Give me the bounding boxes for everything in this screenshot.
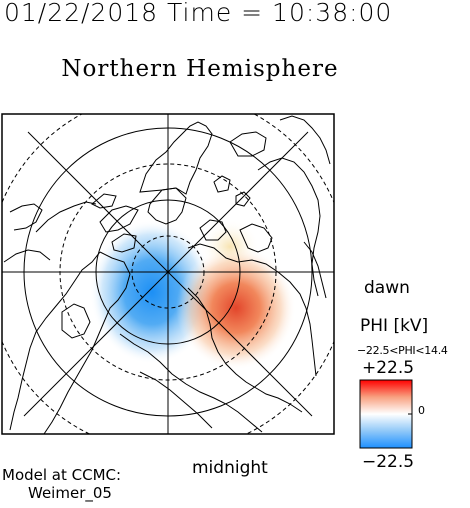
model-credit-line1: Model at CCMC: — [2, 466, 122, 484]
midnight-label: midnight — [192, 458, 268, 478]
model-credit-line2: Weimer_05 — [28, 484, 112, 502]
polar-potential-map — [1, 113, 335, 435]
colorbar-range-text: −22.5<PHI<14.4 — [357, 344, 448, 357]
dawn-label: dawn — [364, 278, 410, 298]
positive-potential-cell — [176, 246, 296, 370]
colorbar-zero-label: 0 — [418, 404, 425, 417]
colorbar-max-label: +22.5 — [362, 358, 415, 378]
hemisphere-title: Northern Hemisphere — [61, 56, 339, 82]
coastlines — [3, 115, 331, 434]
colorbar — [359, 379, 413, 449]
colorbar-label: PHI [kV] — [360, 316, 429, 336]
colorbar-min-label: −22.5 — [362, 452, 415, 472]
map-frame — [1, 113, 335, 435]
timestamp-title: 01/22/2018 Time = 10:38:00 — [4, 0, 393, 27]
